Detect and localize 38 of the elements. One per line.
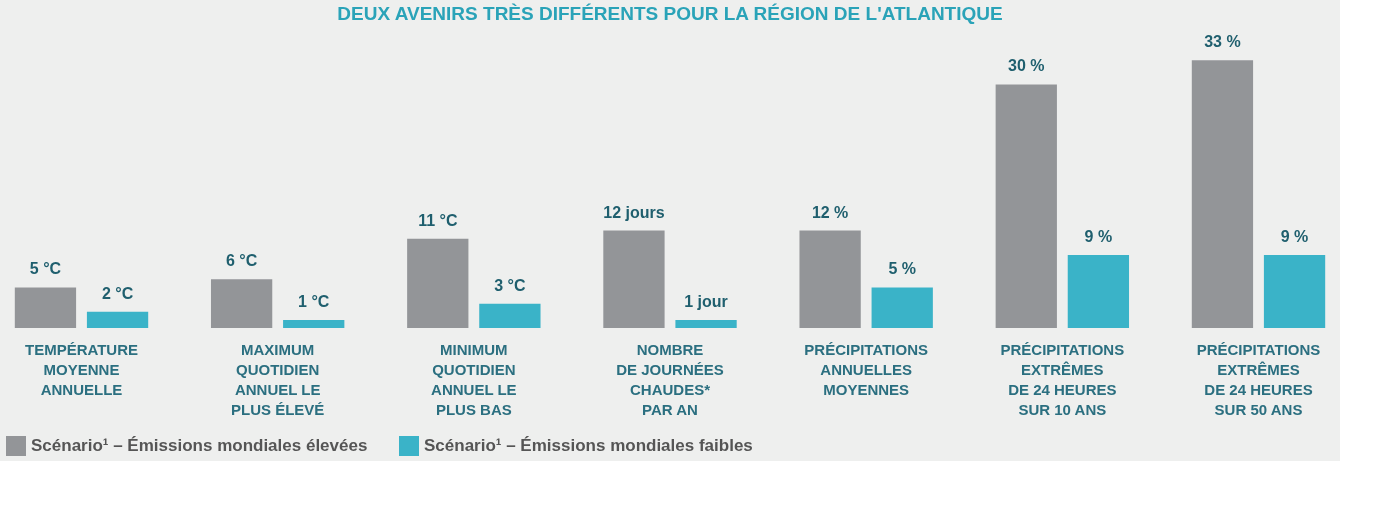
bar: [995, 84, 1057, 328]
data-label: 12 %: [811, 203, 849, 221]
data-label: 2 °C: [101, 284, 134, 302]
bar: [603, 230, 665, 328]
bar: [407, 238, 469, 328]
bar: [1191, 60, 1254, 328]
bar: [210, 279, 273, 328]
bar: [14, 287, 77, 328]
bar: [479, 303, 541, 328]
bar: [86, 311, 149, 328]
data-label: 12 jours: [603, 203, 665, 221]
bar: [1067, 254, 1130, 328]
bar: [799, 230, 861, 328]
x-tick-label: PRÉCIPITATIONS ANNUELLES MOYENNES: [804, 340, 928, 398]
x-tick-label: MAXIMUM QUOTIDIEN ANNUEL LE PLUS ÉLEVÉ: [230, 340, 325, 418]
bar: [871, 287, 933, 328]
x-tick-label: PRÉCIPITATIONS EXTRÊMES DE 24 HEURES SUR 10 ANS: [1000, 340, 1125, 418]
x-tick-label: MINIMUM QUOTIDIEN ANNUEL LE PLUS BAS: [431, 340, 517, 418]
data-label: 9 %: [1280, 227, 1309, 245]
data-label: 1 °C: [298, 292, 330, 310]
data-label: 9 %: [1084, 227, 1113, 245]
bar: [1263, 254, 1326, 328]
data-label: 11 °C: [418, 211, 458, 229]
legend-label: Scénario¹ – Émissions mondiales élevées: [31, 436, 368, 455]
x-tick-label: PRÉCIPITATIONS EXTRÊMES DE 24 HEURES SUR 50 ANS: [1196, 340, 1321, 418]
legend-label: Scénario¹ – Émissions mondiales faibles: [424, 436, 753, 455]
chart-title: DEUX AVENIRS TRÈS DIFFÉRENTS POUR LA RÉGION DE L'ATLANTIQUE: [337, 3, 1003, 24]
x-tick-label: TEMPÉRATURE MOYENNE ANNUELLE: [24, 340, 139, 398]
data-label: 33 %: [1204, 33, 1241, 51]
data-label: 5 %: [888, 260, 917, 278]
data-label: 6 °C: [225, 252, 258, 270]
data-label: 30 %: [1008, 57, 1045, 75]
bar: [283, 319, 345, 328]
data-label: 5 °C: [29, 260, 62, 278]
bar: [675, 319, 737, 328]
x-tick-label: NOMBRE DE JOURNÉES CHAUDES* PAR AN: [616, 340, 724, 418]
data-label: 1 jour: [684, 292, 728, 310]
data-label: 3 °C: [494, 276, 526, 294]
